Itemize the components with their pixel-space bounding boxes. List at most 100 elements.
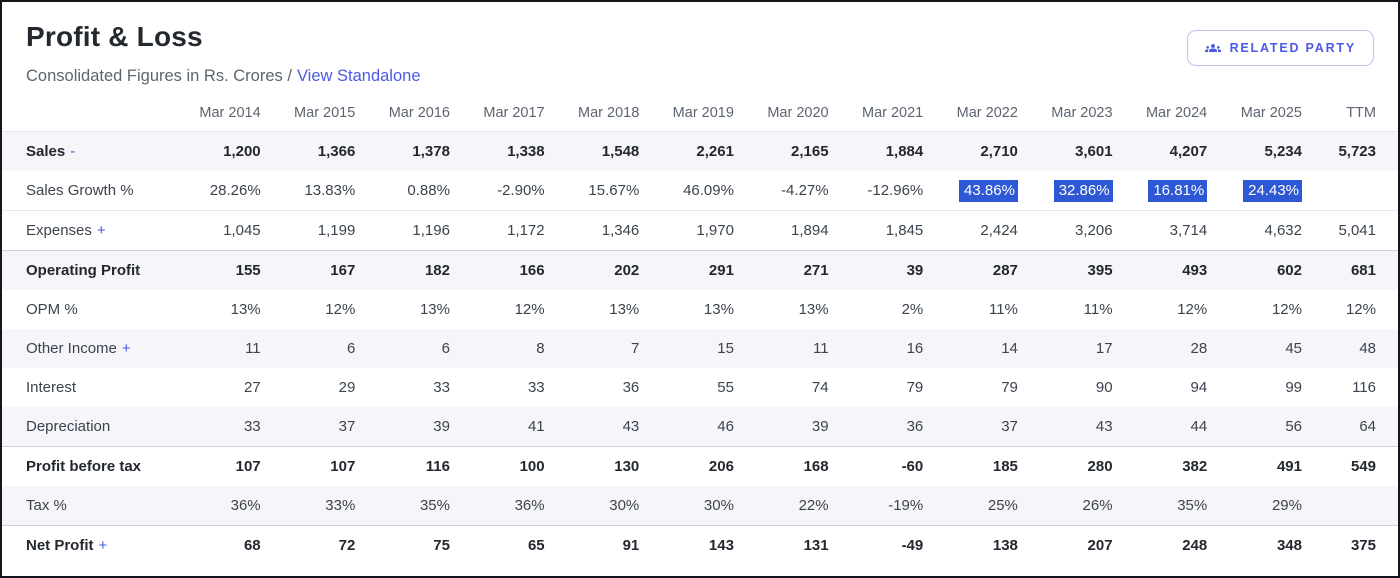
cell-depreciation-mar-2024: 44 [1190, 418, 1208, 435]
cell-expenses-ttm: 5,041 [1338, 222, 1376, 239]
cell-tax-mar-2014: 36% [230, 497, 261, 514]
column-header-mar-2016: Mar 2016 [363, 99, 458, 132]
cell-net-profit-mar-2020: 131 [741, 525, 837, 565]
cell-sales-mar-2014: 1,200 [223, 143, 261, 160]
cell-profit-before-tax-mar-2020: 168 [741, 446, 837, 486]
cell-profit-before-tax-mar-2016: 116 [363, 446, 458, 486]
cell-other-income-ttm: 48 [1359, 340, 1376, 357]
cell-operating-profit-mar-2014: 155 [174, 250, 269, 290]
cell-opm-mar-2019: 13% [703, 301, 734, 318]
cell-expenses-mar-2024: 3,714 [1169, 222, 1208, 239]
cell-tax-ttm [1310, 486, 1398, 526]
cell-operating-profit-mar-2016: 182 [363, 250, 458, 290]
cell-sales-mar-2022: 2,710 [980, 143, 1018, 160]
column-header-mar-2018: Mar 2018 [552, 99, 648, 132]
cell-tax-mar-2025: 29% [1271, 497, 1302, 514]
row-label-expenses[interactable]: Expenses + [2, 211, 174, 251]
cell-interest-mar-2024: 94 [1190, 379, 1208, 396]
cell-sales-mar-2023: 3,601 [1075, 143, 1113, 160]
row-label-text: Depreciation [26, 418, 111, 435]
expand-toggle-icon[interactable]: + [96, 222, 106, 239]
cell-interest-mar-2018: 36 [622, 379, 640, 396]
cell-sales-growth-ttm [1310, 171, 1398, 211]
cell-opm-mar-2023: 11% [1083, 301, 1113, 318]
cell-expenses-mar-2023: 3,206 [1075, 222, 1113, 239]
heading-block: Profit & Loss Consolidated Figures in Rs… [26, 18, 421, 86]
cell-tax-mar-2022: 25% [987, 497, 1018, 514]
cell-operating-profit-mar-2015: 167 [268, 250, 364, 290]
row-label-net-profit[interactable]: Net Profit + [2, 525, 174, 565]
cell-other-income-mar-2017: 8 [536, 340, 545, 357]
cell-sales-mar-2025: 5,234 [1264, 143, 1302, 160]
cell-net-profit-mar-2024: 248 [1120, 525, 1216, 565]
row-label-other-income[interactable]: Other Income + [2, 329, 174, 368]
column-header-mar-2023: Mar 2023 [1025, 99, 1121, 132]
cell-other-income-mar-2023: 17 [1095, 340, 1113, 357]
cell-depreciation-mar-2014: 33 [243, 418, 261, 435]
row-label-text: Profit before tax [26, 458, 142, 475]
cell-opm-mar-2021: 2% [901, 301, 924, 318]
cell-depreciation-ttm: 64 [1359, 418, 1376, 435]
row-label-profit-before-tax: Profit before tax [2, 446, 174, 486]
row-label-interest: Interest [2, 368, 174, 407]
row-label-operating-profit: Operating Profit [2, 250, 174, 290]
cell-net-profit-mar-2014: 68 [174, 525, 269, 565]
cell-interest-mar-2020: 74 [811, 379, 829, 396]
cell-tax-mar-2015: 33% [325, 497, 356, 514]
cell-opm-mar-2024: 12% [1177, 301, 1208, 318]
cell-interest-mar-2019: 55 [717, 379, 734, 396]
table-row-sales-growth: Sales Growth % 28.26% 13.83% 0.88% -2.90% 15.… [2, 171, 1398, 211]
row-label-text: Sales [26, 143, 66, 160]
column-header-mar-2020: Mar 2020 [741, 99, 837, 132]
cell-operating-profit-mar-2020: 271 [741, 250, 837, 290]
cell-operating-profit-mar-2021: 39 [836, 250, 932, 290]
cell-profit-before-tax-mar-2014: 107 [174, 446, 269, 486]
expand-toggle-icon[interactable]: + [98, 537, 108, 554]
cell-expenses-mar-2021: 1,845 [885, 222, 924, 239]
cell-sales-growth-mar-2017: -2.90% [457, 171, 553, 211]
cell-depreciation-mar-2020: 39 [811, 418, 829, 435]
cell-expenses-mar-2014: 1,045 [223, 222, 261, 239]
cell-other-income-mar-2018: 7 [630, 340, 640, 357]
cell-net-profit-mar-2021: -49 [836, 525, 932, 565]
cell-operating-profit-ttm: 681 [1310, 250, 1398, 290]
table-row-net-profit: Net Profit +68 72 75 65 91 143 131 -49 138 207 248 3… [2, 525, 1398, 565]
cell-sales-growth-mar-2020: -4.27% [741, 171, 837, 211]
cell-interest-mar-2021: 79 [906, 379, 924, 396]
cell-depreciation-mar-2022: 37 [1001, 418, 1018, 435]
row-label-text: Tax % [26, 497, 67, 514]
cell-interest-ttm: 116 [1352, 379, 1376, 396]
expand-toggle-icon[interactable]: + [121, 340, 131, 357]
column-header-mar-2017: Mar 2017 [457, 99, 553, 132]
cell-profit-before-tax-mar-2024: 382 [1120, 446, 1216, 486]
subtitle-text: Consolidated Figures in Rs. Crores / [26, 67, 292, 85]
cell-sales-mar-2018: 1,548 [601, 143, 640, 160]
cell-sales-mar-2016: 1,378 [412, 143, 450, 160]
row-label-sales[interactable]: Sales - [2, 132, 174, 172]
cell-interest-mar-2016: 33 [433, 379, 450, 396]
cell-expenses-mar-2018: 1,346 [601, 222, 640, 239]
page-title: Profit & Loss [26, 21, 203, 52]
view-standalone-link[interactable]: View Standalone [296, 67, 421, 85]
cell-sales-growth-mar-2014: 28.26% [174, 171, 269, 211]
row-label-opm: OPM % [2, 290, 174, 329]
cell-tax-mar-2018: 30% [609, 497, 640, 514]
cell-sales-growth-mar-2023: 32.86% [1025, 171, 1121, 211]
cell-sales-growth-mar-2015: 13.83% [268, 171, 364, 211]
related-party-button[interactable]: RELATED PARTY [1186, 30, 1374, 66]
cell-expenses-mar-2022: 2,424 [980, 222, 1018, 239]
cell-interest-mar-2023: 90 [1095, 379, 1113, 396]
cell-depreciation-mar-2016: 39 [433, 418, 450, 435]
cell-operating-profit-mar-2018: 202 [552, 250, 648, 290]
cell-sales-growth-mar-2025: 24.43% [1215, 171, 1310, 211]
cell-interest-mar-2022: 79 [1001, 379, 1018, 396]
cell-other-income-mar-2024: 28 [1190, 340, 1208, 357]
cell-other-income-mar-2020: 11 [813, 340, 829, 357]
groups-icon [1204, 40, 1221, 56]
cell-sales-mar-2020: 2,165 [791, 143, 829, 160]
row-label-text: Net Profit [26, 537, 94, 554]
cell-expenses-mar-2017: 1,172 [507, 222, 545, 239]
column-header-mar-2021: Mar 2021 [836, 99, 932, 132]
expand-toggle-icon[interactable]: - [70, 143, 76, 160]
